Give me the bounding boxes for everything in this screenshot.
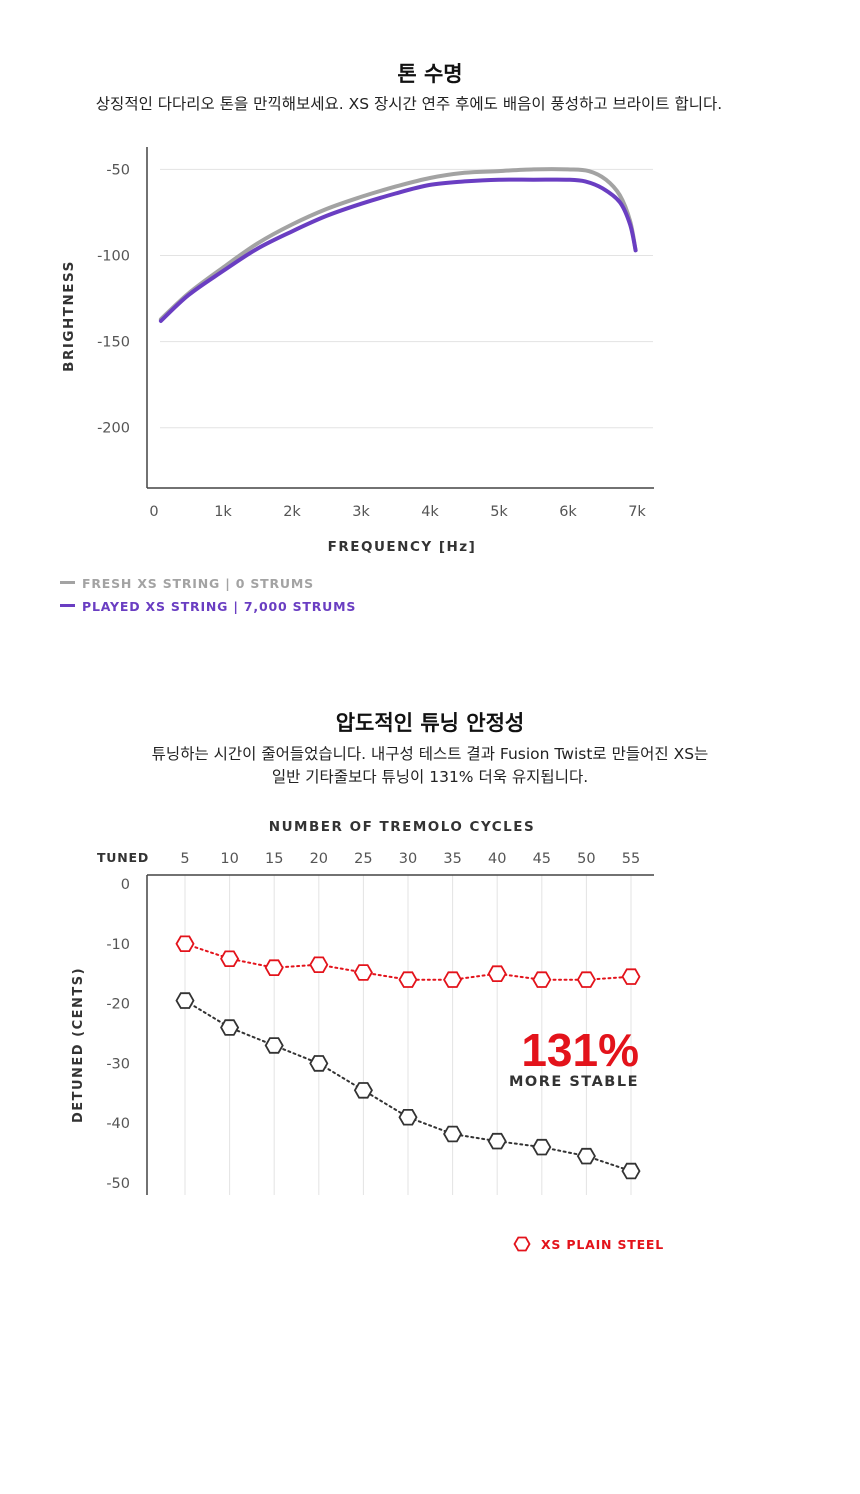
xs-plain-steel-hexagon-point: [443, 971, 463, 988]
chart2-y-tick-labels: 0 -10 -20 -30 -40 -50: [106, 877, 130, 1192]
chart2-gridlines: [184, 875, 632, 1195]
chart2-y-tick-label: -10: [106, 937, 130, 953]
xs-plain-steel-hexagon-point: [487, 965, 507, 983]
chart2-x-tick-label: 15: [265, 851, 283, 867]
brightness-frequency-chart: 0 1k 2k 3k 4k 5k 6k 7k -50 -100 -150 -200 FREQUENC…: [60, 147, 654, 614]
xs-plain-steel-hexagon-point: [309, 956, 329, 974]
chart2-legend: XS PLAIN STEEL: [513, 1236, 664, 1252]
comparison-string-hexagon-point: [576, 1147, 596, 1165]
chart2-y-tick-label: -20: [106, 997, 130, 1013]
fresh-string-line: [158, 167, 638, 322]
chart1-y-tick-label: -50: [106, 162, 130, 178]
chart1-y-tick-labels: -50 -100 -150 -200: [97, 162, 130, 436]
chart2-series: [175, 935, 641, 1180]
chart1-x-tick-label: 0: [149, 504, 158, 520]
chart2-y-tick-label: -30: [106, 1056, 130, 1072]
legend-played-label: PLAYED XS STRING | 7,000 STRUMS: [82, 599, 356, 614]
comparison-string-hexagon-point: [264, 1037, 284, 1054]
chart1-y-tick-label: -150: [97, 335, 130, 351]
chart1-x-tick-label: 4k: [421, 504, 439, 520]
comparison-string-hexagon-point: [309, 1055, 329, 1072]
chart2-x-tick-label: 35: [443, 851, 461, 867]
tremolo-detune-chart: 5 10 15 20 25 30 35 40 45 50 55 0 -10 -20 -30 -40 -50 N…: [71, 819, 664, 1252]
chart2-x-tick-label: 20: [310, 851, 328, 867]
chart1-x-tick-labels: 0 1k 2k 3k 4k 5k 6k 7k: [149, 504, 646, 520]
xs-plain-steel-hexagon-point: [398, 971, 418, 988]
chart2-x-tick-label: 30: [399, 851, 417, 867]
chart2-x-tick-label: 55: [622, 851, 640, 867]
xs-plain-steel-hexagon-point: [353, 964, 373, 981]
chart2-y-tick-label: -50: [106, 1176, 130, 1192]
chart1-x-tick-label: 7k: [628, 504, 646, 520]
comparison-string-hexagon-point: [532, 1138, 552, 1156]
chart2-y-axis-label: DETUNED (CENTS): [71, 967, 86, 1123]
chart2-x-tick-label: 45: [533, 851, 551, 867]
chart2-x-tick-label: 50: [577, 851, 595, 867]
tuning-stability-description-line2: 일반 기타줄보다 튜닝이 131% 더욱 유지됩니다.: [271, 768, 589, 786]
chart2-x-tick-label: 5: [180, 851, 189, 867]
chart2-x-tick-label: 25: [354, 851, 372, 867]
played-string-line: [158, 177, 638, 323]
chart1-x-tick-label: 3k: [352, 504, 370, 520]
comparison-string-hexagon-point: [443, 1125, 463, 1143]
tuning-stability-description-line1: 튜닝하는 시간이 줄어들었습니다. 내구성 테스트 결과 Fusion Twis…: [151, 745, 709, 763]
legend-xs-hexagon-marker: [513, 1236, 531, 1252]
xs-plain-steel-hexagon-point: [175, 935, 195, 953]
xs-plain-steel-hexagon-point: [264, 959, 284, 977]
chart1-x-tick-label: 6k: [559, 504, 577, 520]
xs-plain-steel-hexagon-point: [621, 968, 641, 985]
comparison-string-hexagon-point: [621, 1162, 641, 1180]
stability-percent: 131%: [521, 1024, 639, 1076]
comparison-string-hexagon-point: [220, 1019, 240, 1036]
xs-plain-steel-hexagon-point: [576, 971, 596, 988]
chart1-y-tick-label: -200: [97, 421, 130, 437]
stability-caption: MORE STABLE: [509, 1074, 639, 1090]
legend-fresh-label: FRESH XS STRING | 0 STRUMS: [82, 576, 314, 591]
chart1-x-tick-label: 5k: [490, 504, 508, 520]
comparison-string-hexagon-point: [487, 1132, 507, 1150]
comparison-string-hexagon-point: [175, 992, 195, 1009]
legend-played-swatch: [60, 604, 75, 607]
chart1-y-axis-label: BRIGHTNESS: [61, 260, 77, 372]
chart1-x-tick-label: 1k: [214, 504, 232, 520]
chart2-axes: [146, 874, 654, 1195]
xs-plain-steel-hexagon-point: [532, 971, 552, 988]
chart2-title: NUMBER OF TREMOLO CYCLES: [269, 819, 535, 835]
chart1-x-tick-label: 2k: [283, 504, 301, 520]
comparison-string-hexagon-point: [398, 1108, 418, 1126]
legend-fresh-swatch: [60, 581, 75, 584]
chart1-legend: FRESH XS STRING | 0 STRUMS PLAYED XS STR…: [60, 576, 356, 614]
chart1-axes: [146, 147, 654, 489]
tuning-stability-title: 압도적인 튜닝 안정성: [335, 711, 525, 735]
xs-plain-steel-hexagon-point: [220, 950, 240, 968]
chart2-y-tick-label: 0: [121, 877, 130, 893]
chart2-tuned-label: TUNED: [97, 850, 149, 865]
legend-xs-label: XS PLAIN STEEL: [541, 1237, 664, 1252]
chart1-gridlines: [160, 168, 653, 429]
chart1-series-lines: [158, 167, 638, 323]
chart2-x-tick-label: 40: [488, 851, 506, 867]
chart2-y-tick-label: -40: [106, 1116, 130, 1132]
tone-life-title: 톤 수명: [397, 62, 463, 86]
chart1-y-tick-label: -100: [97, 249, 130, 265]
chart2-x-tick-label: 10: [220, 851, 238, 867]
comparison-string-hexagon-point: [353, 1082, 373, 1099]
chart1-x-axis-label: FREQUENCY [Hz]: [328, 539, 477, 555]
chart2-x-tick-labels: 5 10 15 20 25 30 35 40 45 50 55: [180, 851, 640, 867]
tone-life-description: 상징적인 다다리오 톤을 만끽해보세요. XS 장시간 연주 후에도 배음이 풍…: [95, 95, 723, 113]
